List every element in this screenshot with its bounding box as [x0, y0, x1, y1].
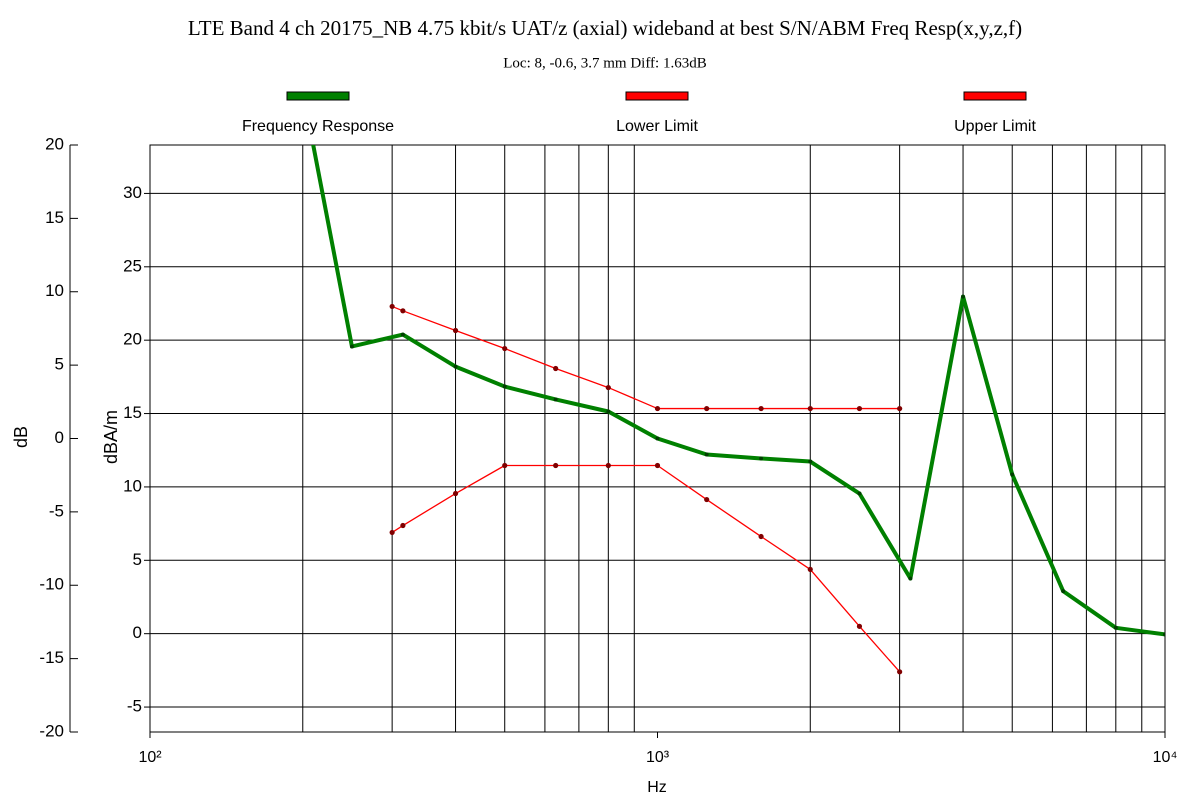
y-tick-label: -5 [49, 501, 64, 520]
data-point [655, 436, 660, 441]
legend-label: Upper Limit [954, 118, 1036, 135]
data-point [897, 405, 903, 412]
y2-tick-label: 25 [123, 256, 142, 275]
data-point [452, 327, 459, 334]
y-tick-label: 0 [55, 428, 64, 447]
data-point [605, 462, 611, 469]
legend-swatch [625, 91, 689, 101]
y-tick-label: 10 [45, 281, 64, 300]
y-tick-label: 20 [45, 134, 64, 153]
data-point [349, 344, 354, 349]
series-line [391, 464, 901, 673]
data-point [807, 566, 813, 573]
data-point [704, 496, 710, 503]
data-point [759, 456, 764, 461]
y2-tick-label: 0 [133, 623, 142, 642]
legend-swatch [286, 91, 350, 101]
data-point [857, 491, 862, 496]
data-point [704, 405, 710, 412]
x-axis-label: Hz [647, 779, 667, 796]
data-point [808, 459, 813, 464]
legend-label: Frequency Response [242, 118, 394, 135]
data-point [453, 364, 458, 369]
data-point [897, 669, 903, 675]
data-point [553, 462, 559, 469]
y-tick-label: 15 [45, 208, 64, 227]
data-point [856, 623, 863, 629]
y2-tick-label: 5 [133, 550, 142, 569]
data-point [553, 397, 558, 402]
data-point [1163, 632, 1165, 637]
y-axis-label: dB [11, 426, 31, 448]
data-point [758, 533, 764, 540]
x-tick-label: 10³ [646, 749, 670, 766]
y2-tick-label: -5 [127, 697, 142, 716]
data-point [654, 462, 661, 469]
chart-title: LTE Band 4 ch 20175_NB 4.75 kbit/s UAT/z… [188, 16, 1022, 40]
chart-subtitle: Loc: 8, -0.6, 3.7 mm Diff: 1.63dB [503, 55, 706, 71]
series-line [311, 145, 1165, 637]
data-point [758, 405, 764, 412]
data-point [389, 303, 395, 310]
y2-tick-label: 20 [123, 330, 142, 349]
data-point [502, 384, 507, 389]
x-tick-label: 10² [138, 749, 162, 766]
data-point [807, 405, 813, 412]
y2-tick-label: 30 [123, 183, 142, 202]
data-point [502, 345, 508, 352]
data-point [908, 576, 913, 581]
data-point [389, 529, 395, 536]
y-tick-label: -20 [39, 721, 64, 740]
data-point [1061, 589, 1066, 594]
data-point [856, 405, 863, 412]
series-line [391, 305, 900, 410]
data-point [704, 452, 709, 457]
data-point [502, 462, 508, 469]
data-point [452, 490, 459, 497]
data-point [606, 409, 611, 414]
y2-axis-label: dBA/m [101, 410, 121, 464]
data-point [654, 405, 661, 412]
data-point [400, 332, 405, 337]
legend-swatch [963, 91, 1027, 101]
data-point [553, 365, 559, 372]
x-tick-label: 10⁴ [1153, 749, 1178, 766]
data-point [1010, 472, 1015, 477]
legend-label: Lower Limit [616, 118, 698, 135]
y2-tick-label: 15 [123, 403, 142, 422]
data-point [605, 384, 611, 391]
data-point [961, 294, 966, 299]
y-tick-label: -10 [39, 575, 64, 594]
data-point [400, 308, 406, 314]
y-tick-label: -15 [39, 648, 64, 667]
data-point [400, 522, 406, 529]
data-point [1113, 625, 1118, 630]
plot-series [311, 145, 1165, 675]
y2-tick-label: 10 [123, 476, 142, 495]
y-tick-label: 5 [55, 355, 64, 374]
